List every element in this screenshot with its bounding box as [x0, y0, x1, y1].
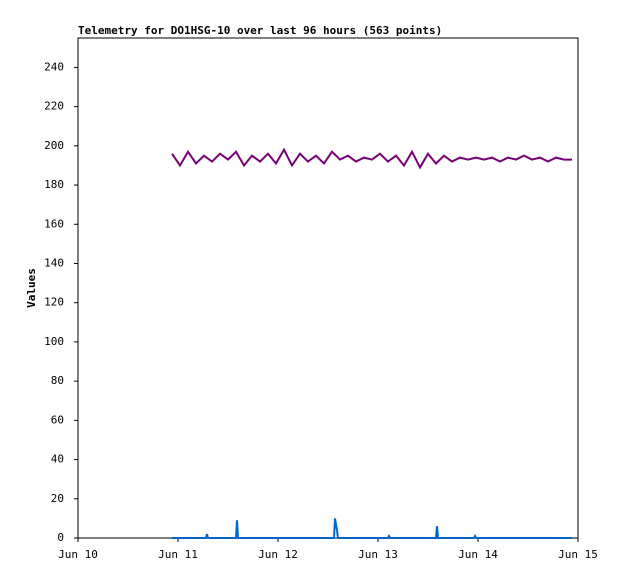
y-axis-label: Values — [25, 268, 38, 308]
y-tick-label: 160 — [44, 217, 64, 230]
chart-title: Telemetry for DO1HSG-10 over last 96 hou… — [78, 24, 442, 37]
x-tick-label: Jun 14 — [458, 548, 498, 561]
y-tick-label: 40 — [51, 453, 64, 466]
x-tick-label: Jun 11 — [158, 548, 198, 561]
x-tick-label: Jun 15 — [558, 548, 598, 561]
y-tick-label: 140 — [44, 256, 64, 269]
y-tick-label: 180 — [44, 178, 64, 191]
y-tick-label: 240 — [44, 60, 64, 73]
y-tick-label: 80 — [51, 374, 64, 387]
x-tick-label: Jun 10 — [58, 548, 98, 561]
x-tick-label: Jun 13 — [358, 548, 398, 561]
y-tick-label: 20 — [51, 492, 64, 505]
y-tick-label: 200 — [44, 139, 64, 152]
y-tick-label: 0 — [57, 531, 64, 544]
y-tick-label: 220 — [44, 100, 64, 113]
y-tick-label: 100 — [44, 335, 64, 348]
series-line — [172, 518, 572, 539]
series-line — [171, 147, 572, 170]
y-tick-label: 60 — [51, 413, 64, 426]
x-tick-label: Jun 12 — [258, 548, 298, 561]
y-tick-label: 120 — [44, 296, 64, 309]
